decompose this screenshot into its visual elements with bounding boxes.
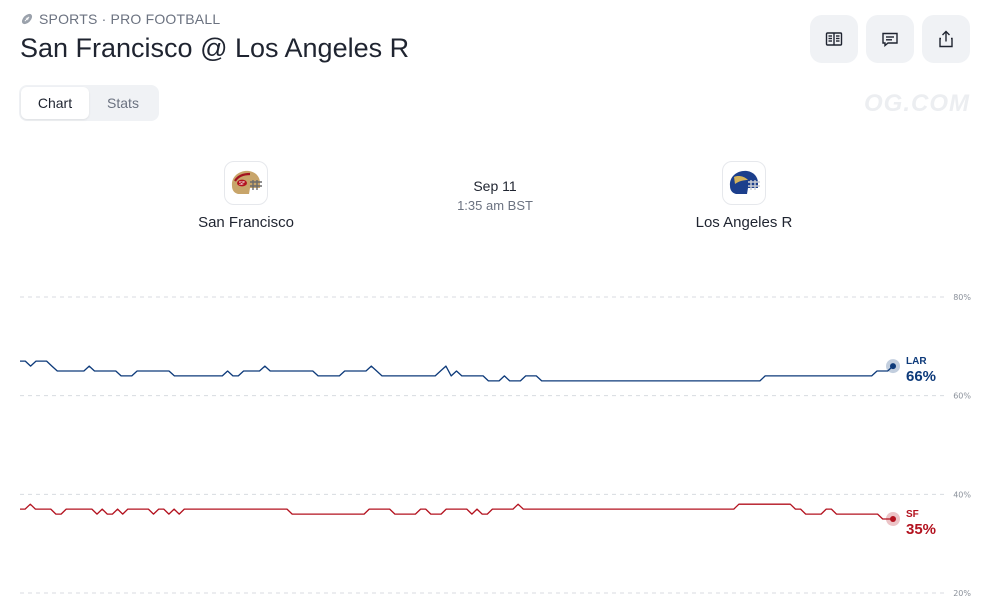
team-home[interactable]: SF San Francisco [146,161,346,231]
tab-chart[interactable]: Chart [21,87,89,119]
y-tick-label: 80% [953,293,971,302]
series-name-label: SF [906,509,919,520]
page-title: San Francisco @ Los Angeles R [20,33,410,63]
series-line-lar [20,360,894,382]
lar-helmet-icon [729,170,760,194]
series-value-label: 66% [906,368,936,385]
y-tick-label: 40% [953,490,971,499]
team-away[interactable]: Los Angeles R [644,161,844,231]
series-name-label: LAR [906,356,927,367]
view-tabs: Chart Stats [19,85,159,121]
game-time: Sep 11 1:35 am BST [395,178,595,213]
book-icon [825,32,843,46]
share-button[interactable] [922,15,970,63]
game-kickoff: 1:35 am BST [457,198,533,213]
sf-helmet-icon: SF [231,170,262,194]
brand-watermark: OG.COM [864,90,970,117]
series-endpoint [890,516,896,522]
team-logo [722,161,766,205]
team-name: San Francisco [198,214,294,231]
header-actions [810,15,970,63]
series-endpoint [890,363,896,370]
game-date: Sep 11 [473,178,517,194]
tab-stats[interactable]: Stats [107,95,139,111]
comments-button[interactable] [866,15,914,63]
svg-text:SF: SF [239,181,245,187]
series-value-label: 35% [906,521,936,538]
read-mode-button[interactable] [810,15,858,63]
series-line-sf [20,503,893,520]
team-name: Los Angeles R [695,214,793,231]
y-tick-label: 20% [953,589,971,598]
team-logo: SF [224,161,268,205]
football-icon [21,13,33,25]
share-icon [939,30,953,48]
y-tick-label: 60% [953,392,971,401]
breadcrumb-label[interactable]: SPORTS · PRO FOOTBALL [39,11,221,27]
breadcrumb[interactable]: SPORTS · PRO FOOTBALL [20,11,220,27]
comment-icon [882,32,898,47]
